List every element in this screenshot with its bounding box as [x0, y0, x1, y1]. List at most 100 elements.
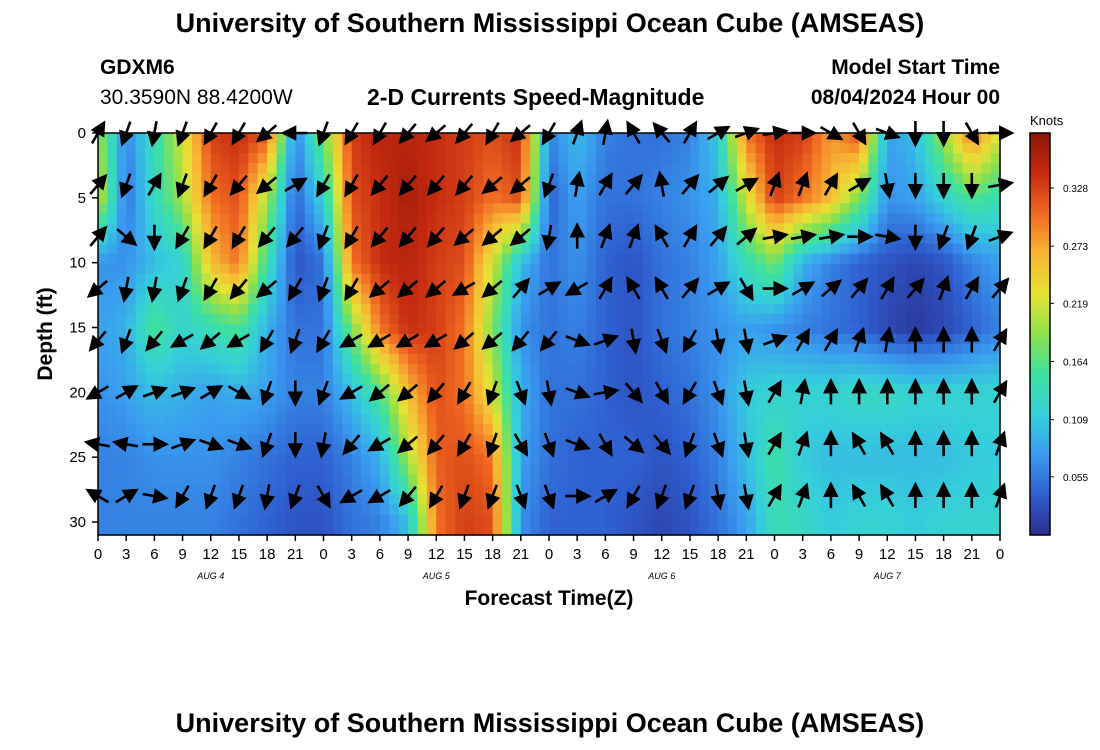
- heatmap-cell: [661, 374, 672, 385]
- heatmap-cell: [304, 193, 315, 204]
- heatmap-cell: [511, 484, 522, 496]
- heatmap-cell: [98, 303, 108, 315]
- heatmap-cell: [304, 173, 315, 184]
- heatmap-cell: [229, 153, 240, 164]
- heatmap-cell: [981, 263, 992, 275]
- heatmap-cell: [821, 153, 832, 164]
- heatmap-cell: [981, 203, 992, 214]
- heatmap-cell: [417, 454, 428, 466]
- heatmap-cell: [257, 253, 268, 265]
- heatmap-cell: [661, 263, 672, 275]
- heatmap-cell: [304, 514, 315, 526]
- heatmap-cell: [210, 263, 221, 275]
- heatmap-cell: [793, 163, 804, 174]
- heatmap-cell: [267, 484, 278, 496]
- heatmap-cell: [201, 374, 212, 385]
- heatmap-cell: [361, 313, 372, 325]
- heatmap-cell: [680, 303, 691, 315]
- heatmap-cell: [624, 293, 635, 305]
- heatmap-cell: [342, 354, 353, 365]
- heatmap-cell: [332, 494, 343, 506]
- current-vector: [851, 431, 867, 456]
- heatmap-cell: [877, 233, 888, 245]
- heatmap-cell: [351, 334, 362, 345]
- heatmap-cell: [285, 253, 296, 265]
- heatmap-cell: [830, 313, 841, 325]
- current-vector: [116, 228, 138, 247]
- heatmap-cell: [276, 253, 287, 265]
- heatmap-cell: [285, 243, 296, 255]
- heatmap-cell: [116, 354, 127, 365]
- heatmap-cell: [943, 374, 954, 385]
- heatmap-cell: [915, 524, 926, 536]
- heatmap-cell: [896, 273, 907, 285]
- heatmap-cell: [859, 444, 870, 456]
- heatmap-cell: [689, 323, 700, 335]
- heatmap-cell: [492, 203, 503, 214]
- heatmap-cell: [783, 213, 794, 225]
- heatmap-cell: [361, 193, 372, 204]
- heatmap-cell: [981, 303, 992, 315]
- heatmap-cell: [107, 394, 118, 405]
- heatmap-cell: [943, 313, 954, 325]
- x-tick-label: 3: [122, 546, 130, 563]
- heatmap-cell: [182, 344, 193, 355]
- heatmap-cell: [755, 424, 766, 436]
- heatmap-cell: [990, 213, 1001, 225]
- heatmap-cell: [577, 484, 588, 496]
- heatmap-cell: [408, 474, 419, 486]
- heatmap-cell: [98, 293, 108, 305]
- heatmap-cell: [718, 454, 729, 466]
- heatmap-cell: [642, 434, 653, 446]
- heatmap-cell: [671, 424, 682, 436]
- heatmap-cell: [812, 303, 823, 315]
- heatmap-cell: [755, 193, 766, 204]
- heatmap-cell: [116, 484, 127, 496]
- heatmap-cell: [774, 354, 785, 365]
- heatmap-cell: [689, 474, 700, 486]
- heatmap-cell: [163, 313, 174, 325]
- heatmap-cell: [774, 404, 785, 415]
- heatmap-cell: [304, 494, 315, 506]
- current-vector: [426, 434, 445, 456]
- heatmap-cell: [182, 524, 193, 536]
- heatmap-cell: [868, 273, 879, 285]
- heatmap-cell: [821, 394, 832, 405]
- heatmap-cell: [464, 293, 475, 305]
- heatmap-cell: [595, 514, 606, 526]
- heatmap-cell: [116, 313, 127, 325]
- heatmap-cell: [614, 253, 625, 265]
- heatmap-cell: [680, 414, 691, 426]
- x-tick-label: 3: [799, 546, 807, 563]
- heatmap-cell: [577, 414, 588, 426]
- heatmap-cell: [793, 153, 804, 164]
- heatmap-cell: [802, 514, 813, 526]
- heatmap-cell: [417, 424, 428, 436]
- heatmap-cell: [971, 243, 982, 255]
- heatmap-cell: [483, 243, 494, 255]
- heatmap-cell: [520, 143, 531, 154]
- heatmap-cell: [765, 183, 776, 194]
- heatmap-cell: [736, 263, 747, 275]
- heatmap-cell: [304, 243, 315, 255]
- heatmap-cell: [389, 233, 400, 245]
- heatmap-cell: [285, 354, 296, 365]
- heatmap-cell: [483, 173, 494, 184]
- heatmap-cell: [539, 354, 550, 365]
- heatmap-cell: [483, 474, 494, 486]
- heatmap-cell: [464, 203, 475, 214]
- heatmap-cell: [173, 484, 184, 496]
- heatmap-cell: [962, 263, 973, 275]
- current-vector: [175, 276, 191, 303]
- heatmap-cell: [351, 243, 362, 255]
- heatmap-cell: [577, 354, 588, 365]
- heatmap-cell: [473, 474, 484, 486]
- heatmap-cell: [567, 163, 578, 174]
- heatmap-cell: [718, 213, 729, 225]
- heatmap-cell: [605, 364, 616, 375]
- heatmap-cell: [323, 133, 334, 144]
- heatmap-cell: [361, 293, 372, 305]
- heatmap-cell: [332, 514, 343, 526]
- heatmap-cell: [652, 203, 663, 214]
- heatmap-cell: [389, 464, 400, 476]
